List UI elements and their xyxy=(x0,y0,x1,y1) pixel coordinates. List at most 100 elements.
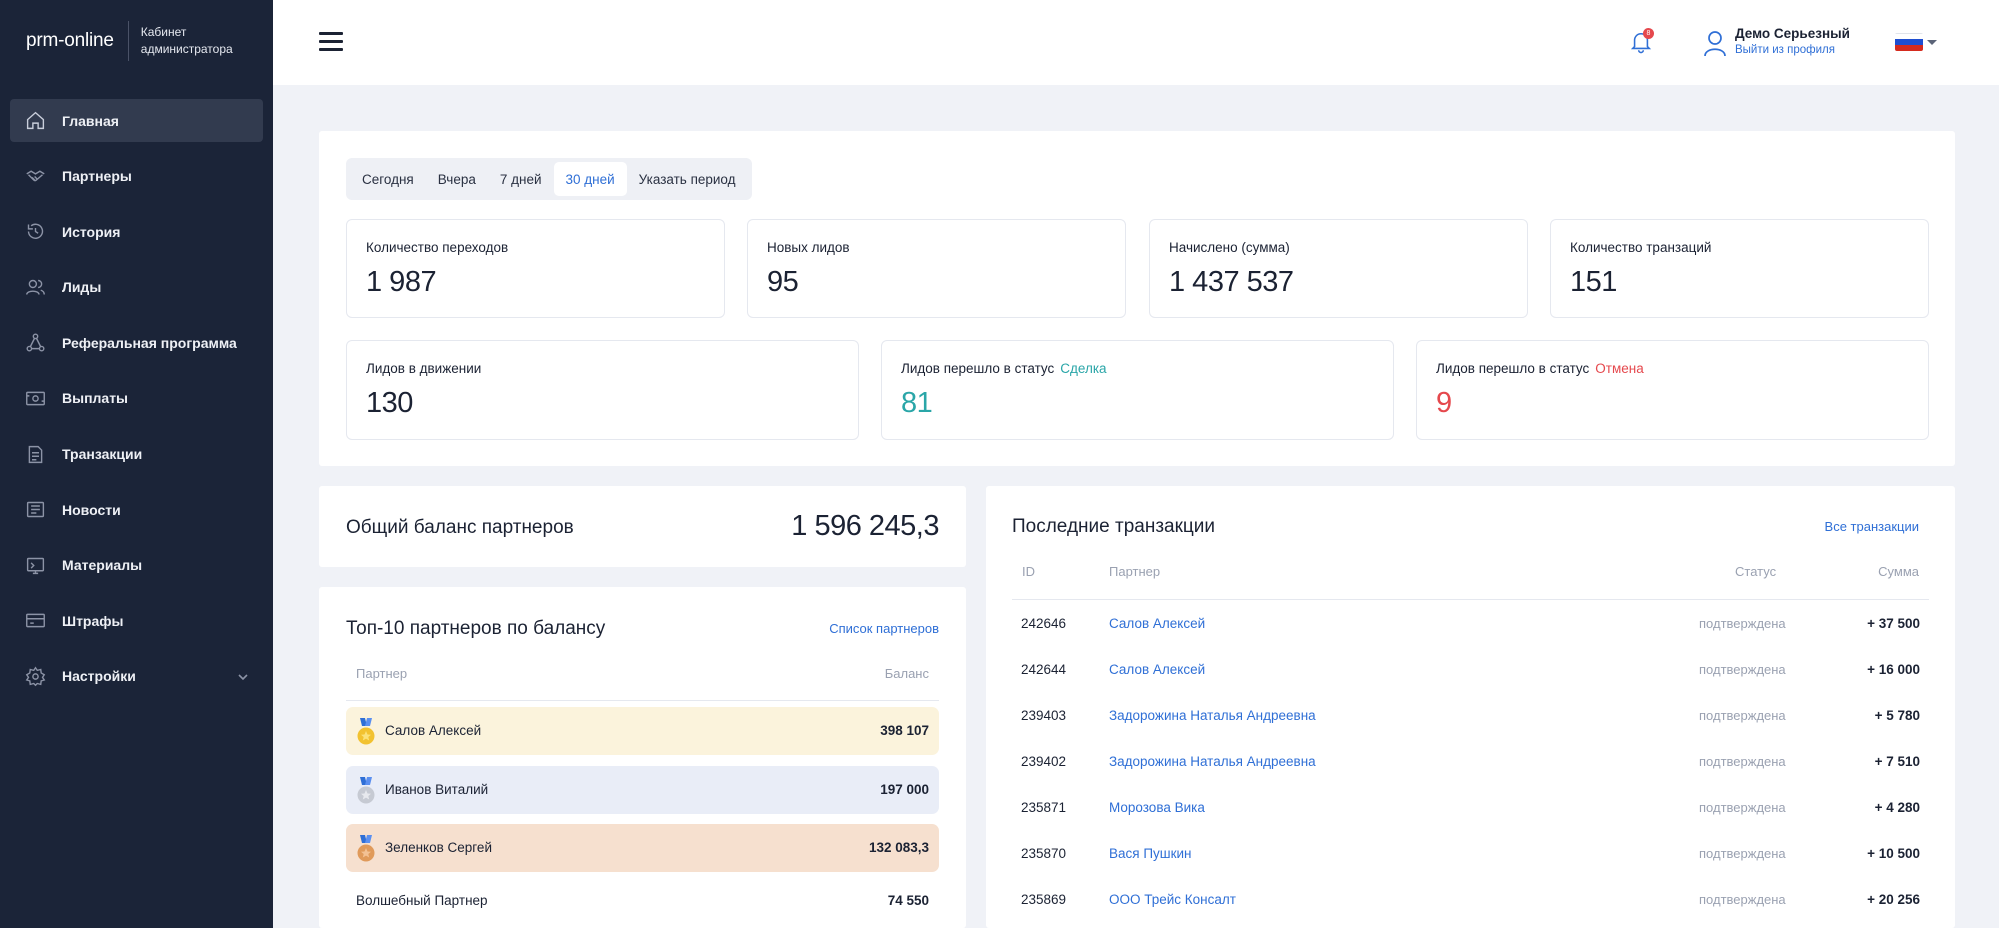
transaction-id: 239402 xyxy=(1021,754,1067,769)
transaction-partner-link[interactable]: Салов Алексей xyxy=(1109,662,1206,677)
transaction-sum: + 20 256 xyxy=(1867,892,1920,907)
sidebar-item-label: Новости xyxy=(62,501,121,518)
brand-subtitle: Кабинет администратора xyxy=(141,24,233,58)
transaction-sum: + 5 780 xyxy=(1874,708,1920,723)
transaction-sum: + 16 000 xyxy=(1867,662,1920,677)
transaction-partner-link[interactable]: Задорожина Наталья Андреевна xyxy=(1109,708,1316,723)
column-header-balance: Баланс xyxy=(884,666,929,681)
all-transactions-link[interactable]: Все транзакции xyxy=(1824,519,1919,534)
brand[interactable]: prm-online Кабинет администратора xyxy=(0,0,273,82)
table-row[interactable]: 239403 Задорожина Наталья Андреевна подт… xyxy=(1021,708,1920,754)
column-header-sum: Сумма xyxy=(1878,564,1919,579)
stats-panel: Сегодня Вчера 7 дней 30 дней Указать пер… xyxy=(319,131,1955,466)
table-row[interactable]: 242646 Салов Алексей подтверждена + 37 5… xyxy=(1021,616,1920,662)
sidebar-item-payouts[interactable]: Выплаты xyxy=(10,377,263,420)
transaction-sum: + 4 280 xyxy=(1874,800,1920,815)
stat-card-leads-cancel: Лидов перешло в статус Отмена 9 xyxy=(1416,340,1929,440)
sidebar-item-settings[interactable]: Настройки xyxy=(10,655,263,698)
top-partner-row[interactable]: Волшебный Партнер 74 550 xyxy=(346,877,939,925)
sidebar-item-label: Партнеры xyxy=(62,168,132,185)
transaction-partner-link[interactable]: Задорожина Наталья Андреевна xyxy=(1109,754,1316,769)
fines-icon xyxy=(24,610,46,632)
top-partner-row[interactable]: Зеленков Сергей 132 083,3 xyxy=(346,824,939,872)
table-row[interactable]: 235870 Вася Пушкин подтверждена + 10 500 xyxy=(1021,846,1920,892)
table-row[interactable]: 239402 Задорожина Наталья Андреевна подт… xyxy=(1021,754,1920,800)
sidebar-item-transactions[interactable]: Транзакции xyxy=(10,433,263,476)
tab-yesterday[interactable]: Вчера xyxy=(437,171,476,187)
transaction-partner-link[interactable]: Салов Алексей xyxy=(1109,616,1206,631)
table-row[interactable]: 235871 Морозова Вика подтверждена + 4 28… xyxy=(1021,800,1920,846)
transaction-sum: + 37 500 xyxy=(1867,616,1920,631)
chevron-down-icon[interactable] xyxy=(237,670,249,682)
transaction-status: подтверждена xyxy=(1699,662,1786,677)
gold-medal-icon xyxy=(357,718,375,745)
sidebar-item-fines[interactable]: Штрафы xyxy=(10,599,263,642)
stat-label: Новых лидов xyxy=(767,240,850,255)
topbar: 8 Демо Серьезный Выйти из профиля xyxy=(273,0,1999,85)
brand-subtitle-line1: Кабинет xyxy=(140,25,187,39)
tab-custom-period[interactable]: Указать период xyxy=(638,171,736,187)
notifications-button[interactable]: 8 xyxy=(1630,28,1654,56)
transaction-status: подтверждена xyxy=(1699,708,1786,723)
transaction-partner-link[interactable]: Вася Пушкин xyxy=(1109,846,1192,861)
sidebar-item-history[interactable]: История xyxy=(10,210,263,253)
sidebar-item-leads[interactable]: Лиды xyxy=(10,266,263,309)
silver-medal-icon xyxy=(357,777,375,804)
transaction-sum: + 10 500 xyxy=(1867,846,1920,861)
sidebar-item-news[interactable]: Новости xyxy=(10,488,263,531)
stat-label-text: Лидов перешло в статус xyxy=(901,361,1055,376)
network-icon xyxy=(24,332,46,354)
stat-label: Начислено (сумма) xyxy=(1169,240,1290,255)
sidebar: prm-online Кабинет администратора Главна… xyxy=(0,0,273,928)
sidebar-item-label: История xyxy=(62,223,121,240)
menu-toggle-icon[interactable] xyxy=(319,32,343,52)
table-row[interactable]: 235869 ООО Трейс Консалт подтверждена + … xyxy=(1021,892,1920,922)
top-partner-row[interactable]: Салов Алексей 398 107 xyxy=(346,707,939,755)
table-divider xyxy=(346,700,939,701)
tab-today[interactable]: Сегодня xyxy=(362,171,414,187)
sidebar-item-partners[interactable]: Партнеры xyxy=(10,155,263,198)
language-selector[interactable] xyxy=(1895,33,1937,51)
sidebar-item-label: Главная xyxy=(62,112,119,129)
partner-balance: 197 000 xyxy=(880,782,929,797)
period-tabs: Сегодня Вчера 7 дней 30 дней Указать пер… xyxy=(346,158,752,200)
transaction-partner-link[interactable]: Морозова Вика xyxy=(1109,800,1205,815)
recent-transactions-panel: Последние транзакции Все транзакции ID П… xyxy=(986,486,1955,928)
tab-7-days[interactable]: 7 дней xyxy=(499,171,542,187)
tab-30-days[interactable]: 30 дней xyxy=(553,162,627,196)
transaction-status: подтверждена xyxy=(1699,754,1786,769)
brand-logo: prm-online xyxy=(26,30,114,51)
stat-label: Количество переходов xyxy=(366,240,509,255)
table-row[interactable]: 242644 Салов Алексей подтверждена + 16 0… xyxy=(1021,662,1920,708)
stat-card-leads-deal: Лидов перешло в статус Сделка 81 xyxy=(881,340,1394,440)
top-partner-row[interactable]: Иванов Виталий 197 000 xyxy=(346,766,939,814)
table-divider xyxy=(1012,599,1929,600)
status-cancel-badge: Отмена xyxy=(1595,361,1644,376)
total-balance-panel: Общий баланс партнеров 1 596 245,3 xyxy=(319,486,966,567)
column-header-partner: Партнер xyxy=(356,666,408,681)
user-name: Демо Серьезный xyxy=(1735,26,1850,41)
sidebar-item-label: Настройки xyxy=(62,668,136,685)
stat-value: 9 xyxy=(1436,387,1452,419)
stat-value: 1 987 xyxy=(366,266,437,298)
transaction-id: 239403 xyxy=(1021,708,1067,723)
partners-list-link[interactable]: Список партнеров xyxy=(829,621,939,636)
news-icon xyxy=(24,499,46,521)
partner-balance: 398 107 xyxy=(880,723,929,738)
sidebar-item-referral[interactable]: Реферальная программа xyxy=(10,321,263,364)
transaction-id: 235869 xyxy=(1021,892,1067,907)
stat-value: 151 xyxy=(1570,266,1617,298)
transaction-partner-link[interactable]: ООО Трейс Консалт xyxy=(1109,892,1236,907)
stat-card-leads-in-motion: Лидов в движении 130 xyxy=(346,340,859,440)
sidebar-item-label: Транзакции xyxy=(62,446,143,463)
status-deal-badge: Сделка xyxy=(1060,361,1107,376)
partner-balance: 74 550 xyxy=(887,893,929,908)
transaction-id: 235870 xyxy=(1021,846,1067,861)
transactions-icon xyxy=(24,443,46,465)
sidebar-item-home[interactable]: Главная xyxy=(10,99,263,142)
logout-link[interactable]: Выйти из профиля xyxy=(1735,44,1835,56)
handshake-icon xyxy=(24,165,46,187)
sidebar-item-label: Лиды xyxy=(62,279,102,296)
sidebar-item-materials[interactable]: Материалы xyxy=(10,544,263,587)
transaction-id: 242644 xyxy=(1021,662,1067,677)
